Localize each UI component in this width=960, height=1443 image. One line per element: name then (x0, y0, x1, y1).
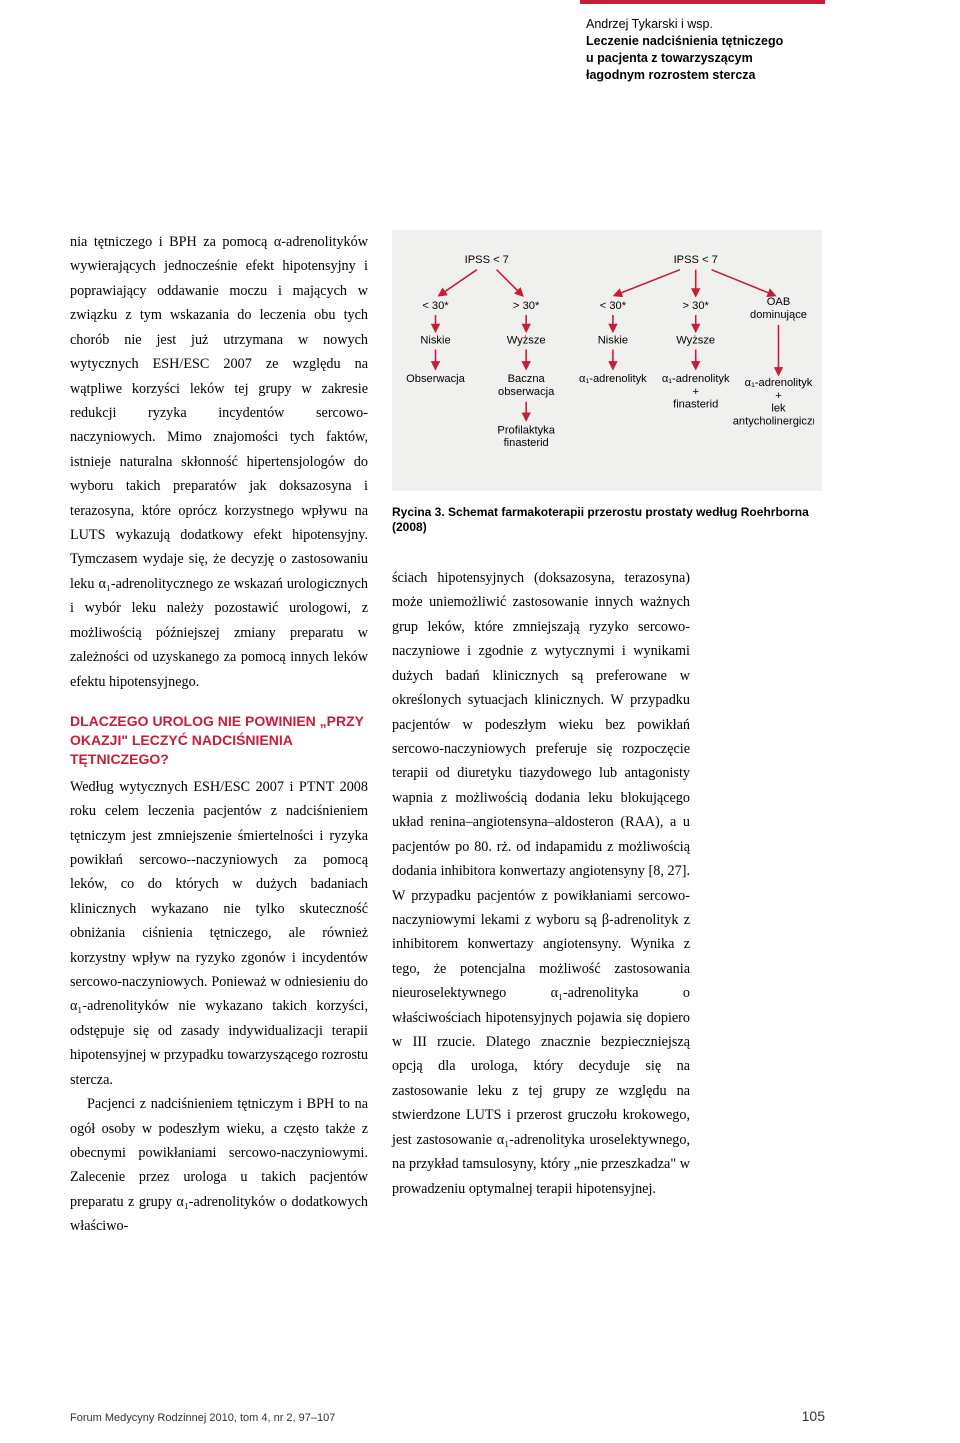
body-paragraph: Pacjenci z nadciśnieniem tętniczym i BPH… (70, 1092, 368, 1239)
right-column: IPSS < 7 IPSS < 7 < 30* > 30* < 30* > 30… (392, 230, 825, 1239)
svg-text:lek: lek (771, 403, 786, 415)
section-heading: DLACZEGO UROLOG NIE POWINIEN „PRZY OKAZJ… (70, 712, 368, 769)
figure-flowchart: IPSS < 7 IPSS < 7 < 30* > 30* < 30* > 30… (400, 248, 814, 465)
svg-text:finasterid: finasterid (504, 437, 549, 449)
svg-text:Baczna: Baczna (508, 373, 546, 385)
svg-text:IPSS < 7: IPSS < 7 (674, 254, 718, 266)
header-title-line1: Leczenie nadciśnienia tętniczego (586, 33, 825, 50)
svg-text:α₁-adrenolityk: α₁-adrenolityk (745, 377, 813, 389)
svg-text:> 30*: > 30* (513, 300, 540, 312)
header-author: Andrzej Tykarski i wsp. (586, 16, 825, 33)
svg-text:IPSS < 7: IPSS < 7 (465, 254, 509, 266)
svg-text:α₁-adrenolityk: α₁-adrenolityk (662, 373, 730, 385)
svg-text:α₁-adrenolityk: α₁-adrenolityk (579, 373, 647, 385)
body-paragraph: Według wytycznych ESH/ESC 2007 i PTNT 20… (70, 775, 368, 1092)
svg-text:+: + (692, 386, 699, 398)
header-title-line2: u pacjenta z towarzyszącym (586, 50, 825, 67)
svg-text:< 30*: < 30* (600, 300, 627, 312)
running-head: Andrzej Tykarski i wsp. Leczenie nadciśn… (580, 0, 825, 84)
svg-text:Wyższe: Wyższe (507, 335, 546, 347)
page-number: 105 (802, 1408, 825, 1424)
footer-journal: Forum Medycyny Rodzinnej 2010, tom 4, nr… (70, 1412, 335, 1424)
svg-text:obserwacja: obserwacja (498, 386, 555, 398)
svg-text:Profilaktyka: Profilaktyka (497, 424, 555, 436)
page-footer: Forum Medycyny Rodzinnej 2010, tom 4, nr… (0, 1408, 960, 1424)
svg-text:finasterid: finasterid (673, 399, 718, 411)
svg-text:antycholinergiczny: antycholinergiczny (733, 415, 814, 427)
svg-text:Wyższe: Wyższe (676, 335, 715, 347)
header-title-line3: łagodnym rozrostem stercza (586, 67, 825, 84)
figure-caption: Rycina 3. Schemat farmakoterapii przeros… (392, 505, 825, 536)
page-content: nia tętniczego i BPH za pomocą α-adrenol… (0, 0, 960, 1239)
body-paragraph: nia tętniczego i BPH za pomocą α-adrenol… (70, 230, 368, 694)
body-paragraph: ściach hipotensyjnych (doksazosyna, tera… (392, 566, 690, 1201)
figure-3: IPSS < 7 IPSS < 7 < 30* > 30* < 30* > 30… (392, 230, 822, 491)
svg-text:> 30*: > 30* (683, 300, 710, 312)
svg-text:Niskie: Niskie (420, 335, 450, 347)
svg-text:< 30*: < 30* (422, 300, 449, 312)
svg-text:Niskie: Niskie (598, 335, 628, 347)
svg-text:dominujące: dominujące (750, 309, 807, 321)
svg-text:OAB: OAB (767, 296, 791, 308)
svg-text:+: + (775, 390, 782, 402)
left-column: nia tętniczego i BPH za pomocą α-adrenol… (70, 230, 368, 1239)
svg-text:Obserwacja: Obserwacja (406, 373, 466, 385)
